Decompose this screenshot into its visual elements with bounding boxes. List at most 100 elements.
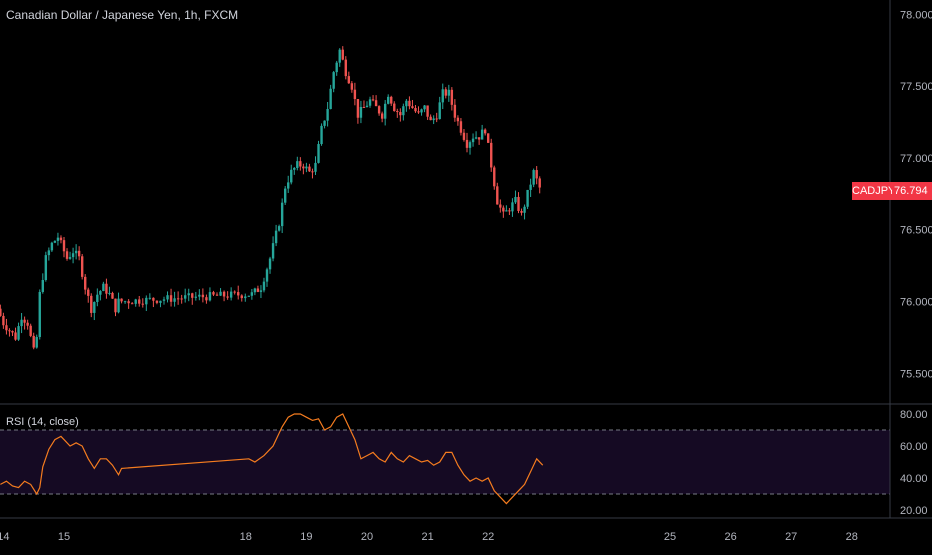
candle	[237, 292, 240, 296]
candle	[444, 89, 447, 96]
candle	[308, 166, 311, 172]
candle	[396, 111, 399, 113]
candle	[474, 137, 478, 139]
candle	[335, 62, 338, 73]
y-tick-label: 77.500	[900, 81, 932, 93]
candle	[20, 319, 23, 327]
y-tick-label: 75.500	[900, 368, 932, 380]
candle	[411, 106, 414, 109]
candle	[159, 300, 162, 303]
candle	[532, 170, 535, 185]
candle	[244, 296, 247, 299]
candle	[293, 167, 296, 170]
candle	[377, 106, 381, 114]
candle	[435, 118, 438, 120]
candle	[138, 299, 141, 304]
candle	[368, 99, 372, 106]
candle	[68, 257, 72, 259]
x-tick-label: 27	[785, 531, 797, 543]
candle	[59, 237, 63, 241]
candle	[517, 196, 520, 211]
candle	[14, 332, 17, 340]
rsi-y-tick-label: 40.00	[900, 473, 928, 485]
candle	[108, 292, 111, 294]
candle	[166, 295, 169, 300]
y-tick-label: 76.000	[900, 297, 932, 309]
rsi-y-tick-label: 20.00	[900, 505, 928, 517]
candle	[145, 297, 148, 305]
candle	[38, 291, 41, 337]
candle	[414, 108, 417, 112]
candle	[102, 283, 105, 291]
candle	[87, 289, 90, 296]
candle	[496, 186, 499, 205]
candle	[383, 103, 387, 119]
candle	[347, 76, 351, 84]
x-tick-label: 25	[664, 531, 676, 543]
candle	[290, 169, 293, 183]
x-tick-label: 26	[724, 531, 736, 543]
candle	[222, 291, 226, 297]
candle	[283, 188, 287, 203]
candle	[305, 166, 308, 169]
candle	[356, 99, 360, 118]
candle	[208, 292, 212, 301]
candle	[77, 250, 81, 257]
candle	[11, 330, 14, 333]
candle	[152, 297, 155, 301]
candle	[405, 100, 408, 107]
candle	[240, 295, 243, 299]
candle	[302, 166, 305, 169]
candle	[438, 102, 441, 120]
candle	[93, 302, 96, 313]
candle	[96, 294, 99, 303]
candle	[417, 111, 420, 113]
candle	[456, 117, 460, 122]
candle	[520, 210, 523, 213]
candle	[130, 303, 134, 305]
candle	[344, 59, 347, 77]
candle	[117, 298, 120, 313]
candle	[53, 240, 57, 243]
candle	[393, 103, 396, 112]
candle	[529, 184, 532, 190]
candle	[505, 210, 508, 212]
x-tick-label: 14	[0, 531, 10, 543]
candle	[169, 295, 173, 302]
candle	[35, 336, 38, 348]
candle	[365, 105, 369, 108]
candle	[141, 303, 144, 305]
candle	[198, 294, 201, 297]
candle	[271, 243, 275, 259]
candle	[538, 178, 541, 188]
candle	[441, 89, 444, 103]
candle	[233, 291, 236, 293]
candle	[299, 161, 302, 167]
candle	[65, 251, 69, 259]
candle	[468, 142, 472, 148]
candle	[84, 276, 87, 290]
symbol-price-tag: CADJPY	[852, 182, 895, 200]
candle	[26, 322, 29, 326]
candle	[390, 96, 393, 104]
candle	[408, 100, 411, 107]
candle	[23, 319, 26, 323]
y-tick-label: 77.000	[900, 153, 932, 165]
candle	[277, 226, 281, 231]
candle	[326, 108, 329, 121]
candle	[353, 89, 357, 100]
candle	[490, 142, 493, 168]
candle	[402, 106, 405, 116]
x-tick-label: 19	[300, 531, 312, 543]
last-price-tag: 76.794	[892, 182, 932, 200]
candle	[499, 204, 502, 208]
x-tick-label: 20	[361, 531, 373, 543]
candle	[5, 325, 8, 331]
candle	[450, 89, 454, 105]
y-tick-label: 78.000	[900, 9, 932, 21]
candle	[459, 121, 463, 133]
candle	[320, 125, 323, 145]
candle	[447, 89, 451, 96]
